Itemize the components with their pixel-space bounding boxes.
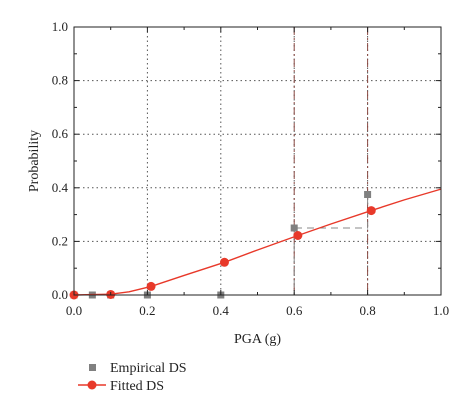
legend: Empirical DS Fitted DS <box>78 361 187 394</box>
y-tick-label: 0.0 <box>52 287 68 302</box>
reference-lines <box>293 27 369 295</box>
fitted-point <box>219 257 229 267</box>
fitted-point <box>293 231 303 241</box>
y-tick-label: 1.0 <box>52 19 68 34</box>
empirical-point <box>364 191 372 198</box>
legend-empirical-ds-label: Empirical DS <box>110 361 187 376</box>
fitted-curve <box>73 188 442 296</box>
legend-empirical-ds-marker <box>89 364 96 371</box>
x-tick-label: 1.0 <box>433 303 449 318</box>
legend-fitted-ds-marker <box>87 380 97 390</box>
x-tick-label: 0.0 <box>66 303 82 318</box>
x-tick-label: 0.6 <box>286 303 303 318</box>
y-axis-label: Probability <box>27 130 42 192</box>
y-tick-label: 0.8 <box>52 73 68 88</box>
grid <box>74 27 441 295</box>
legend-fitted-ds-label: Fitted DS <box>110 379 164 394</box>
y-tick-label: 0.2 <box>52 233 68 248</box>
fitted-point <box>366 206 376 216</box>
x-tick-label: 0.8 <box>359 303 375 318</box>
y-tick-label: 0.4 <box>52 180 69 195</box>
axis-ticks: 0.0 0.2 0.4 0.6 0.8 1.0 0.0 0.2 0.4 0.6 0.8 1.0 <box>52 19 449 318</box>
x-axis-label: PGA (g) <box>234 332 281 347</box>
x-tick-label: 0.4 <box>213 303 230 318</box>
fitted-point <box>146 281 156 291</box>
x-tick-label: 0.2 <box>139 303 155 318</box>
empirical-point <box>290 224 298 232</box>
plot-frame <box>73 26 442 296</box>
y-tick-label: 0.6 <box>52 126 69 141</box>
series-fitted-ds <box>69 188 442 300</box>
